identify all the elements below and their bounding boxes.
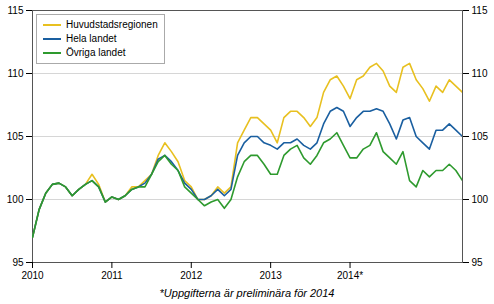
svg-text:2011: 2011 — [101, 270, 123, 281]
svg-text:2013: 2013 — [260, 270, 283, 281]
svg-text:105: 105 — [7, 131, 24, 142]
svg-text:110: 110 — [472, 68, 488, 79]
svg-text:110: 110 — [8, 68, 24, 79]
html-text:Hela landet: Hela landet — [66, 33, 117, 44]
svg-text:2014*: 2014* — [337, 270, 363, 281]
svg-text:95: 95 — [12, 257, 24, 268]
svg-text:100: 100 — [472, 194, 489, 205]
svg-text:2012: 2012 — [180, 270, 203, 281]
html-text:Övriga landet: Övriga landet — [66, 47, 126, 58]
svg-text:2010: 2010 — [21, 270, 44, 281]
svg-text:105: 105 — [472, 131, 489, 142]
html-text:*Uppgifterna är preliminära fö: *Uppgifterna är preliminära för 2014 — [159, 287, 335, 299]
svg-text:95: 95 — [472, 257, 484, 268]
html-text:Huvudstadsregionen: Huvudstadsregionen — [66, 19, 158, 30]
svg-text:100: 100 — [7, 194, 24, 205]
svg-text:115: 115 — [472, 5, 488, 16]
svg-text:115: 115 — [8, 5, 24, 16]
